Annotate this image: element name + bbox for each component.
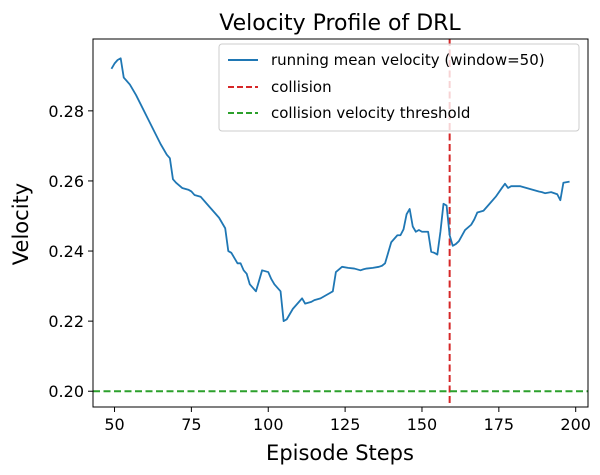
x-tick-label: 125 bbox=[330, 415, 361, 434]
chart-title: Velocity Profile of DRL bbox=[219, 11, 461, 36]
x-tick-label: 100 bbox=[253, 415, 284, 434]
legend: running mean velocity (window=50) collis… bbox=[218, 43, 580, 132]
legend-label-running-mean: running mean velocity (window=50) bbox=[271, 51, 545, 69]
plot-frame bbox=[92, 38, 589, 408]
y-tick-label: 0.20 bbox=[48, 382, 84, 401]
legend-label-collision: collision bbox=[271, 78, 332, 96]
x-tick-label: 200 bbox=[560, 415, 591, 434]
x-tick-label: 75 bbox=[181, 415, 201, 434]
legend-label-threshold: collision velocity threshold bbox=[271, 104, 470, 122]
x-tick-label: 175 bbox=[484, 415, 515, 434]
legend-box bbox=[218, 43, 580, 132]
x-tick-label: 150 bbox=[407, 415, 438, 434]
x-tick-label: 50 bbox=[104, 415, 124, 434]
y-axis-title: Velocity bbox=[9, 183, 33, 265]
y-tick-label: 0.24 bbox=[48, 242, 84, 261]
y-tick-label: 0.28 bbox=[48, 102, 84, 121]
x-axis-title: Episode Steps bbox=[266, 441, 414, 465]
y-tick-label: 0.22 bbox=[48, 312, 84, 331]
y-tick-label: 0.26 bbox=[48, 172, 84, 191]
y-axis: 0.20 0.22 0.24 0.26 0.28 bbox=[48, 102, 93, 401]
x-axis: 50 75 100 125 150 175 200 bbox=[104, 407, 591, 434]
series-line-running-mean-velocity bbox=[110, 57, 570, 323]
